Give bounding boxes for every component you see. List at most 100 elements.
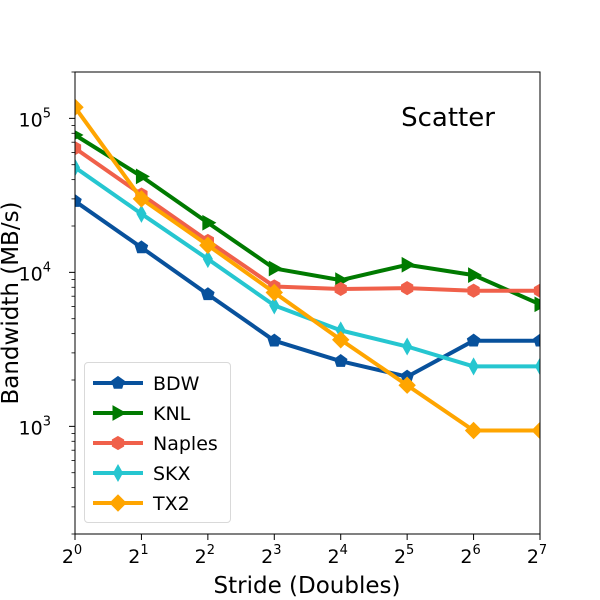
point-bdw [201, 287, 215, 301]
x-tick-label: 25 [394, 543, 414, 568]
point-knl-shape [268, 260, 283, 277]
point-naples [75, 141, 82, 156]
point-skx [468, 357, 479, 376]
x-tick-exponent: 4 [340, 543, 348, 558]
legend-marker-shape-bdw-shape [111, 375, 125, 389]
point-knl-shape [75, 130, 84, 140]
point-bdw-shape [75, 194, 82, 207]
x-tick-exponent: 6 [472, 543, 480, 558]
y-minor-ticks [71, 71, 75, 535]
x-tick-label: 22 [195, 543, 215, 568]
point-tx2-shape [464, 421, 483, 440]
point-knl-shape [401, 256, 416, 273]
point-skx-shape [402, 337, 413, 356]
series-tx2 [75, 98, 540, 440]
legend-label-bdw: BDW [153, 373, 200, 395]
point-tx2 [75, 98, 84, 116]
legend-item-tx2: TX2 [85, 488, 232, 518]
point-tx2 [398, 376, 416, 394]
x-axis-ticks: 20 21 22 23 24 25 26 27 [62, 534, 547, 568]
point-skx [136, 204, 147, 223]
point-bdw-shape [267, 333, 282, 347]
legend-label-skx: SKX [153, 463, 191, 485]
chart-title: Scatter [401, 103, 495, 133]
x-tick-label: 20 [62, 543, 82, 568]
point-tx2-shape [75, 98, 84, 116]
legend-item-knl: KNL [85, 398, 232, 428]
legend-marker-shape-tx2-shape [109, 494, 127, 512]
point-knl [75, 130, 84, 140]
point-tx2 [132, 190, 151, 208]
x-tick-label: 27 [527, 543, 547, 568]
point-skx [534, 357, 540, 376]
x-tick-exponent: 1 [140, 543, 148, 558]
point-bdw [533, 333, 540, 347]
point-bdw [267, 333, 282, 347]
point-naples [334, 281, 347, 297]
point-naples-shape [467, 283, 480, 298]
legend-swatch-naples [93, 435, 143, 451]
point-naples [401, 281, 414, 296]
series-naples [75, 141, 540, 298]
point-bdw-shape [466, 333, 481, 347]
plot-frame [74, 71, 541, 535]
y-tick-label: 103 [19, 414, 51, 439]
legend-item-skx: SKX [85, 458, 232, 488]
legend-label-naples: Naples [153, 433, 218, 455]
point-bdw [75, 194, 82, 207]
point-naples-shape [75, 141, 82, 156]
point-bdw [466, 333, 481, 347]
point-naples-shape [401, 281, 414, 296]
legend-swatch-bdw [93, 375, 143, 389]
point-skx-shape [534, 357, 540, 376]
point-skx-shape [136, 204, 147, 223]
point-bdw-shape [201, 287, 215, 301]
point-bdw-shape [134, 240, 149, 254]
point-knl [401, 256, 416, 273]
point-tx2-shape [332, 331, 350, 349]
point-skx [269, 296, 280, 315]
legend-marker-shape-knl-shape [112, 405, 127, 421]
legend-marker-tx2 [109, 494, 127, 512]
series-line-naples [75, 146, 540, 293]
series-line-tx2 [75, 106, 540, 433]
point-tx2 [199, 236, 217, 254]
legend-label-knl: KNL [153, 403, 191, 425]
point-skx [75, 158, 81, 177]
point-tx2-shape [531, 421, 540, 440]
point-bdw [333, 354, 348, 367]
point-naples [467, 283, 480, 298]
point-tx2 [265, 283, 283, 302]
legend-marker-knl [112, 405, 127, 421]
x-axis-label: Stride (Doubles) [214, 573, 401, 599]
point-knl-shape [202, 214, 217, 231]
series-knl [75, 130, 540, 313]
point-knl [135, 168, 150, 185]
legend-label-tx2: TX2 [153, 493, 190, 515]
point-naples-shape [533, 283, 540, 298]
point-bdw [134, 240, 149, 254]
legend-item-naples: Naples [85, 428, 232, 458]
point-tx2-shape [199, 236, 217, 254]
x-tick-label: 21 [128, 543, 148, 568]
point-skx-shape [269, 296, 280, 315]
point-bdw-shape [333, 354, 348, 367]
point-bdw-shape [533, 333, 540, 347]
series-line-bdw [75, 199, 540, 379]
legend-swatch-knl [93, 405, 143, 421]
legend-marker-shape-skx [112, 463, 124, 483]
point-knl-shape [135, 168, 150, 185]
point-knl [268, 260, 283, 277]
point-knl [534, 296, 540, 313]
point-tx2-shape [398, 376, 416, 394]
legend-marker-shape-naples-shape [111, 435, 125, 451]
y-tick-label: 105 [19, 106, 51, 131]
legend-marker-shape-bdw [111, 375, 125, 389]
point-knl [202, 214, 217, 231]
point-knl [468, 267, 483, 283]
legend-marker-shape-skx-shape [112, 463, 124, 483]
point-knl-shape [534, 296, 540, 313]
legend-marker-skx [112, 463, 124, 483]
